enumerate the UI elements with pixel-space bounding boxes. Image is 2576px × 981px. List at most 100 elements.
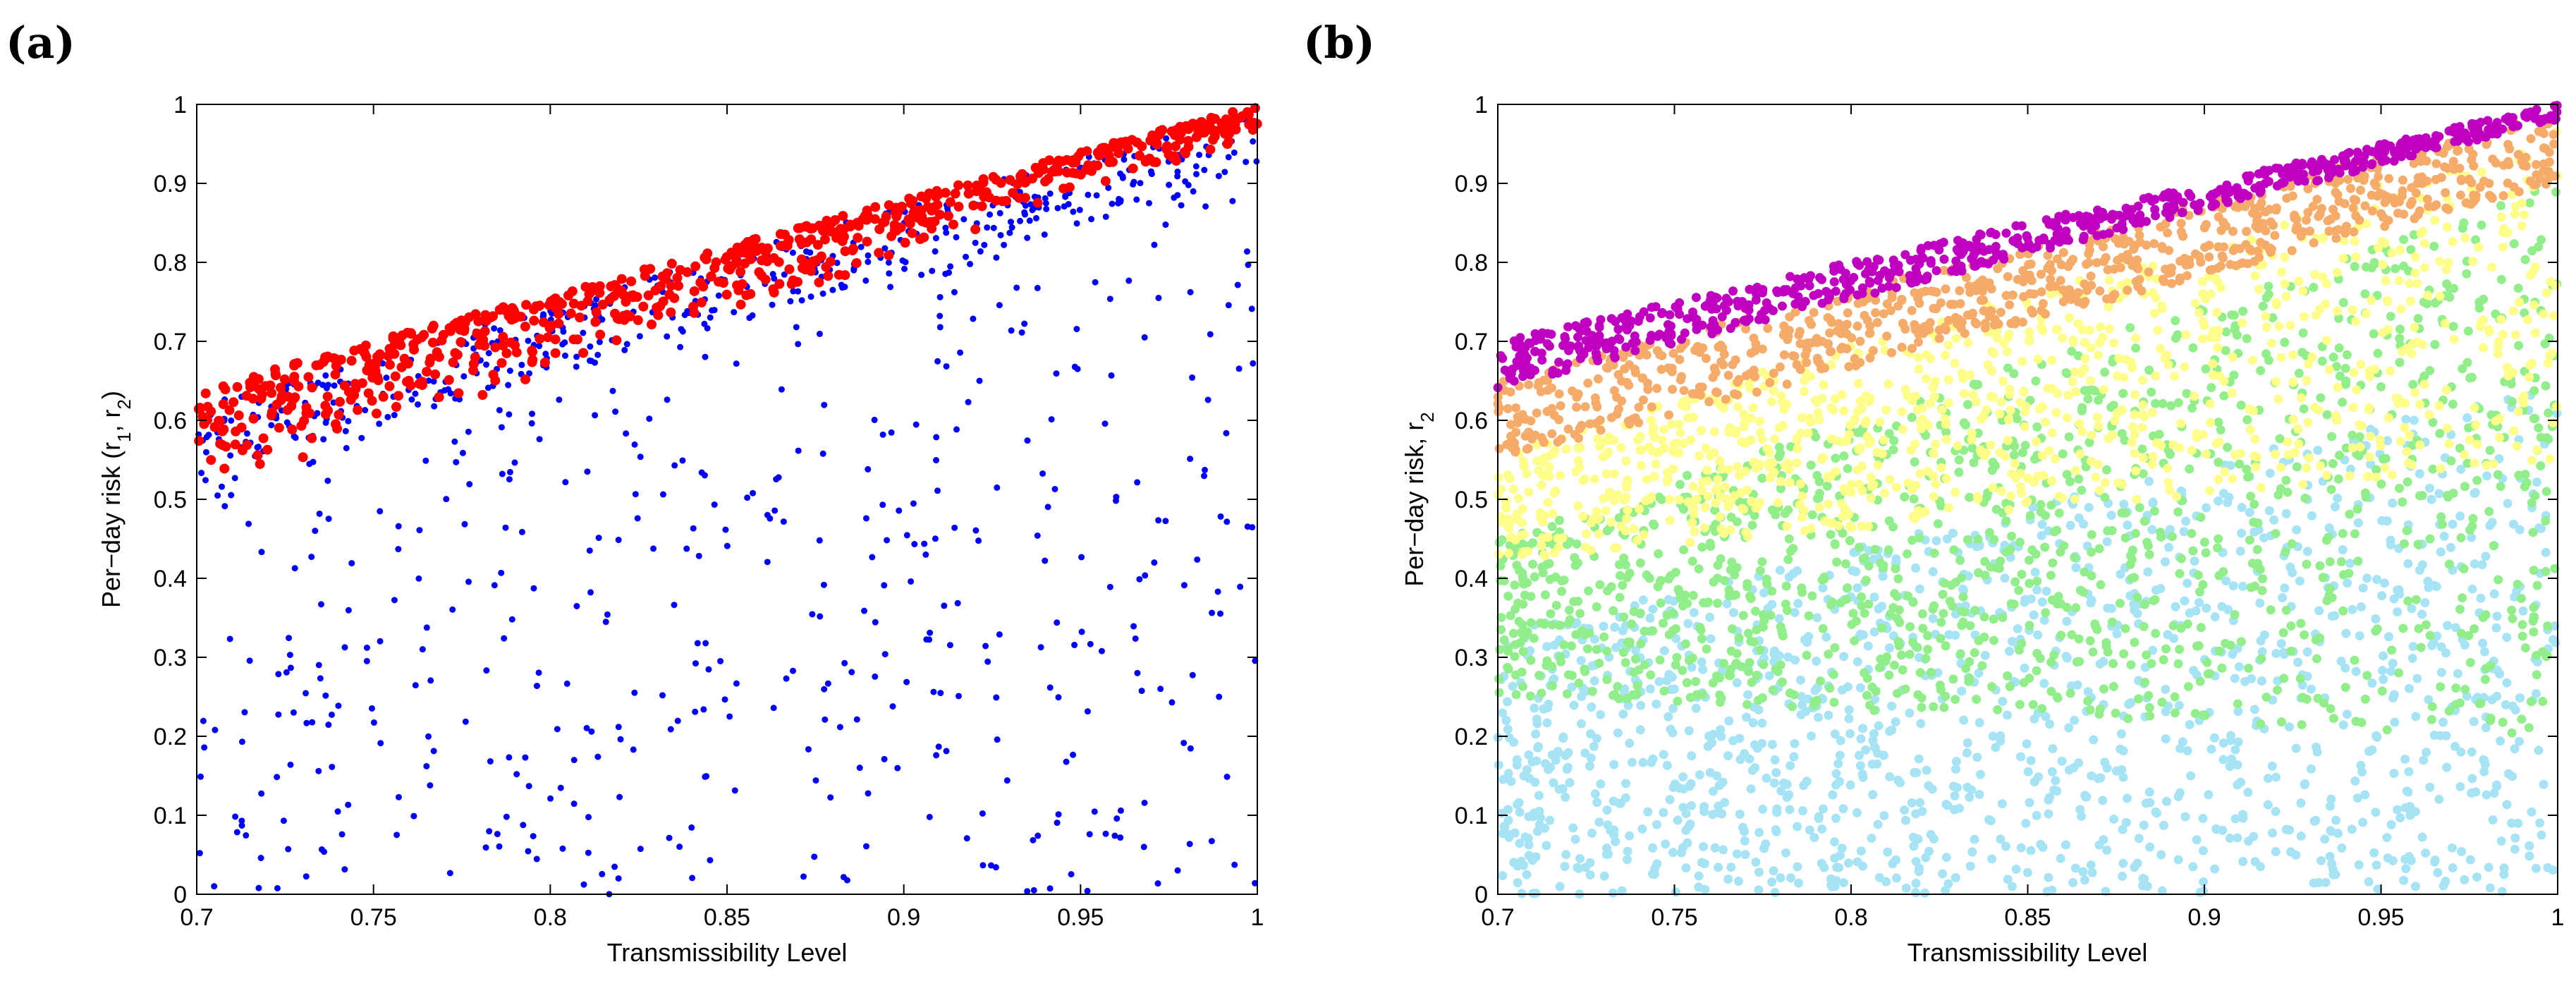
- scatter-point-band-1: [2386, 666, 2396, 676]
- scatter-point-band-2: [2157, 697, 2167, 707]
- scatter-point-band-2: [2455, 698, 2465, 708]
- scatter-point-r1: [1234, 281, 1241, 288]
- scatter-point-band-2: [2520, 255, 2530, 264]
- scatter-point-r2: [459, 326, 470, 336]
- scatter-point-band-2: [1822, 481, 1832, 491]
- scatter-point-band-2: [1862, 690, 1872, 700]
- scatter-point-band-1: [2552, 408, 2562, 418]
- scatter-point-band-1: [2100, 757, 2110, 767]
- scatter-point-band-1: [2364, 877, 2374, 886]
- scatter-point-r1: [484, 384, 492, 391]
- scatter-point-band-2: [2442, 279, 2452, 289]
- scatter-point-band-2: [2138, 469, 2148, 479]
- scatter-point-band-2: [2052, 692, 2062, 702]
- scatter-point-r1: [996, 631, 1003, 638]
- scatter-point-band-2: [2131, 343, 2141, 353]
- scatter-point-r1: [1148, 171, 1155, 178]
- scatter-point-band-1: [1568, 823, 1578, 833]
- scatter-point-r2: [575, 312, 585, 323]
- scatter-point-band-1: [1959, 715, 1969, 725]
- scatter-point-band-1: [2358, 817, 2368, 827]
- scatter-point-band-1: [2436, 642, 2446, 652]
- scatter-point-r1: [491, 582, 498, 589]
- scatter-point-band-1: [2502, 678, 2512, 688]
- scatter-point-r2: [903, 214, 914, 224]
- scatter-point-r2: [349, 346, 360, 356]
- scatter-point-r1: [1208, 838, 1215, 845]
- scatter-point-band-2: [1566, 641, 1576, 651]
- scatter-point-band-2: [2529, 627, 2539, 637]
- scatter-point-band-2: [2214, 571, 2224, 580]
- scatter-point-r1: [530, 585, 537, 592]
- scatter-point-r1: [563, 680, 570, 687]
- scatter-point-band-1: [1707, 738, 1716, 748]
- scatter-point-band-1: [1911, 879, 1921, 889]
- scatter-point-r2: [594, 288, 605, 298]
- scatter-point-r1: [334, 808, 341, 815]
- scatter-point-band-1: [2383, 853, 2393, 863]
- scatter-point-r1: [984, 658, 991, 665]
- scatter-point-band-2: [1609, 606, 1618, 616]
- scatter-point-band-1: [2411, 712, 2421, 721]
- scatter-point-r1: [1180, 739, 1188, 746]
- scatter-point-band-1: [1852, 657, 1862, 666]
- scatter-point-band-2: [2175, 645, 2185, 654]
- scatter-point-band-1: [1814, 712, 1824, 722]
- scatter-point-band-2: [2520, 308, 2529, 318]
- scatter-point-band-3: [1594, 441, 1604, 451]
- scatter-point-band-2: [1518, 681, 1527, 691]
- scatter-point-r1: [341, 866, 348, 873]
- scatter-point-band-3: [2513, 406, 2523, 416]
- scatter-point-band-2: [1618, 647, 1628, 657]
- scatter-point-band-2: [1857, 592, 1867, 602]
- scatter-point-r2: [215, 416, 226, 427]
- scatter-point-band-1: [2373, 884, 2383, 894]
- scatter-point-band-2: [2168, 621, 2178, 630]
- scatter-point-band-1: [2281, 508, 2291, 518]
- scatter-point-band-3: [2407, 348, 2417, 358]
- scatter-point-band-1: [1531, 729, 1541, 739]
- scatter-point-r1: [990, 224, 997, 231]
- scatter-point-band-2: [1784, 534, 1794, 544]
- scatter-point-band-2: [2338, 529, 2348, 539]
- scatter-point-r2: [837, 236, 848, 246]
- scatter-point-r1: [923, 636, 930, 643]
- scatter-point-r2: [498, 331, 508, 342]
- scatter-point-r1: [630, 746, 637, 753]
- scatter-point-r2: [275, 382, 286, 393]
- scatter-point-r1: [1105, 184, 1112, 191]
- scatter-point-band-1: [1576, 656, 1586, 666]
- scatter-point-band-2: [1757, 557, 1767, 567]
- scatter-point-band-1: [2501, 700, 2510, 709]
- scatter-point-band-1: [1831, 813, 1841, 823]
- scatter-point-band-1: [2364, 746, 2374, 756]
- scatter-point-band-1: [1834, 863, 1844, 872]
- scatter-point-r1: [865, 252, 872, 259]
- scatter-point-r1: [894, 764, 901, 772]
- scatter-point-r2: [320, 401, 331, 411]
- scatter-point-band-1: [2476, 593, 2486, 603]
- scatter-point-band-2: [1592, 645, 1601, 654]
- scatter-point-band-1: [1900, 805, 1910, 815]
- scatter-point-band-1: [2509, 519, 2519, 529]
- scatter-point-r1: [462, 718, 469, 725]
- scatter-point-r1: [423, 762, 430, 769]
- scatter-point-r1: [363, 644, 370, 651]
- scatter-point-band-1: [2307, 511, 2316, 520]
- scatter-point-r1: [690, 525, 697, 532]
- scatter-point-r1: [585, 849, 592, 856]
- scatter-point-band-2: [2144, 702, 2154, 712]
- scatter-point-band-2: [2427, 702, 2437, 712]
- scatter-point-band-2: [1682, 470, 1692, 480]
- scatter-point-band-3: [1642, 475, 1652, 485]
- scatter-point-band-3: [1839, 406, 1849, 416]
- scatter-point-band-3: [2548, 311, 2558, 321]
- scatter-point-band-1: [1933, 668, 1943, 678]
- scatter-point-r1: [960, 216, 967, 223]
- scatter-point-r2: [696, 297, 707, 307]
- scatter-point-band-1: [2062, 653, 2072, 663]
- scatter-point-band-3: [2498, 242, 2508, 252]
- scatter-point-band-1: [2460, 875, 2470, 884]
- scatter-point-r2: [689, 307, 700, 318]
- scatter-point-band-1: [2276, 639, 2286, 649]
